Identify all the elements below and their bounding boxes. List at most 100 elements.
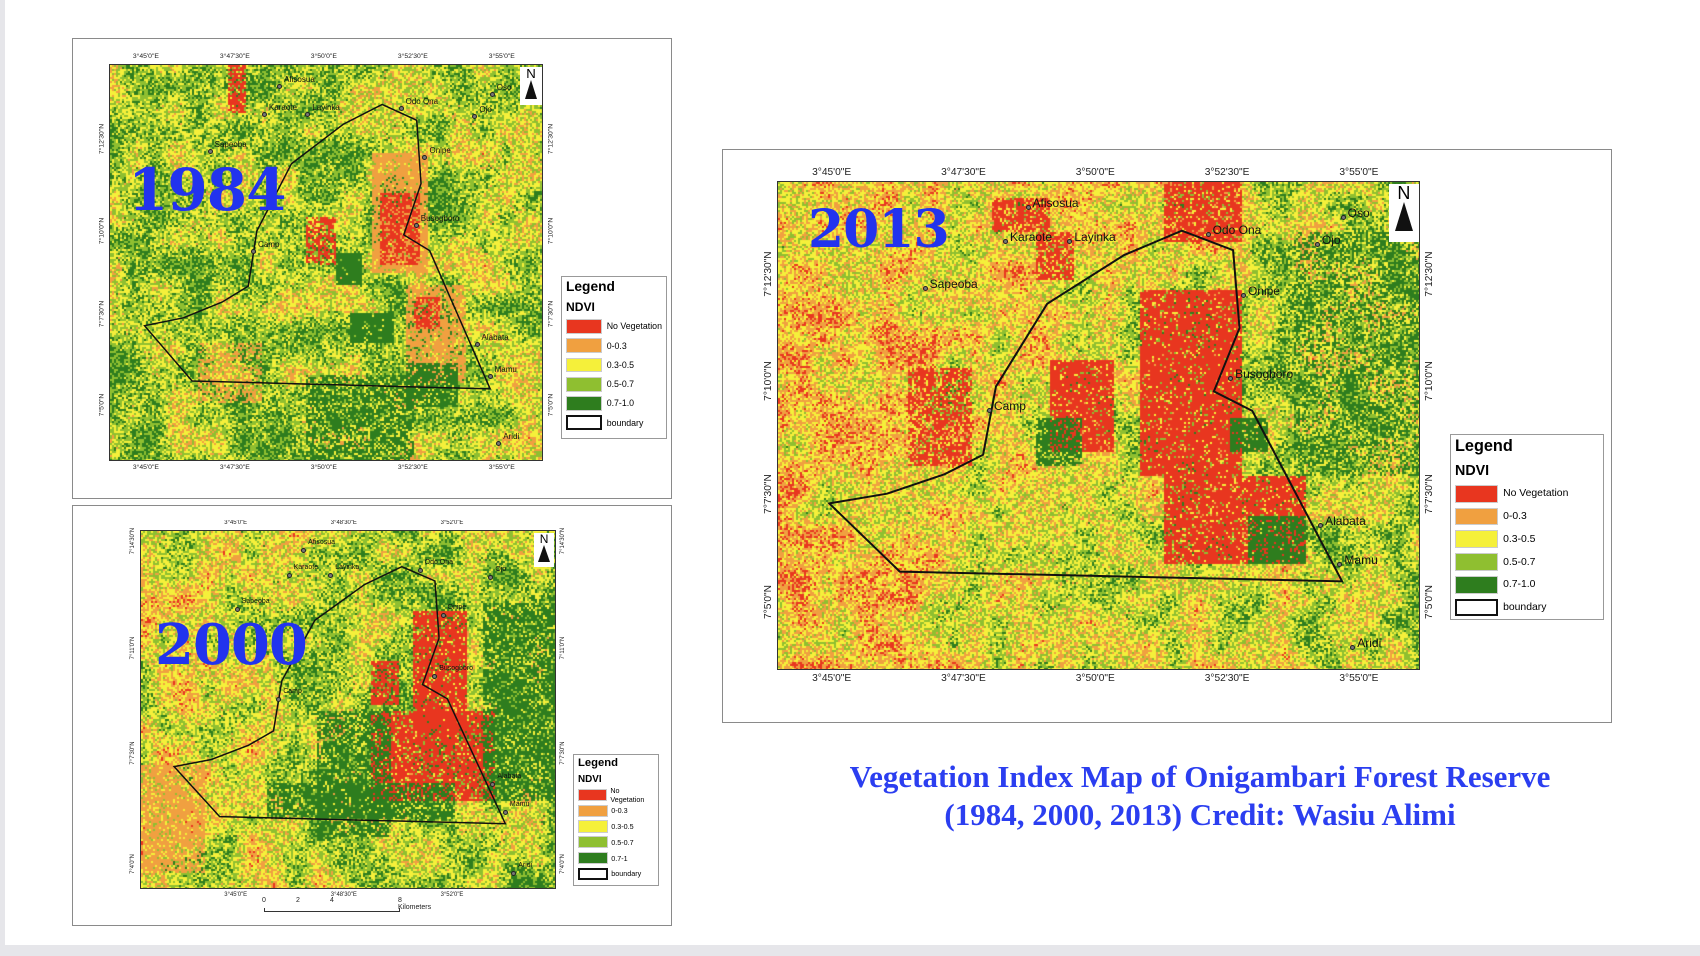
place-marker-icon <box>305 111 311 117</box>
place-marker-icon <box>286 573 292 579</box>
year-label: 2013 <box>808 199 950 260</box>
legend-swatch <box>578 820 608 833</box>
place-name: Mamu <box>1344 552 1378 567</box>
x-tick-top: 3°50'0"E <box>310 53 337 61</box>
place-marker-icon <box>301 548 307 554</box>
map-legend: Legend NDVI No Vegetation 0-0.3 0.3-0.5 0.5-0… <box>561 276 667 439</box>
north-arrow-icon: N <box>534 532 555 567</box>
place-marker-icon <box>496 441 502 447</box>
reserve-boundary <box>145 105 491 389</box>
legend-item: 0.7-1 <box>578 850 654 866</box>
place-marker-icon <box>328 573 334 579</box>
x-tick-bottom: 3°52'30"E <box>397 464 428 471</box>
legend-swatch <box>1455 530 1498 549</box>
place-label: Karaote <box>1003 230 1052 245</box>
boundary-overlay <box>778 182 1419 669</box>
place-label: Odo Ona <box>398 96 439 111</box>
place-label: Camp <box>986 398 1026 413</box>
x-tick-top: 3°47'30"E <box>219 53 250 61</box>
place-label: Camp <box>251 240 279 254</box>
legend-label: 0.7-1.0 <box>1503 579 1536 591</box>
x-tick-bottom: 3°45'0"E <box>224 892 248 898</box>
legend-title: Legend <box>1455 437 1513 455</box>
x-tick-top: 3°47'30"E <box>941 166 986 178</box>
scale-label: 0 <box>262 897 266 904</box>
place-label: Alabata <box>474 333 509 347</box>
ndvi-raster <box>141 531 555 888</box>
legend-label: 0.5-0.7 <box>1503 556 1536 568</box>
legend-swatch <box>566 338 603 354</box>
x-tick-bottom: 3°55'0"E <box>1339 673 1379 684</box>
place-label: Odo Ona <box>417 559 453 573</box>
north-label: N <box>539 532 549 546</box>
place-name: Mamu <box>509 801 530 809</box>
north-arrow-icon: N <box>1388 184 1419 242</box>
place-marker-icon <box>474 341 480 347</box>
place-name: Afisosua <box>284 74 315 84</box>
place-name: Aridi <box>503 432 520 442</box>
place-name: Camp <box>993 398 1026 413</box>
place-name: Aridi <box>1357 636 1382 651</box>
legend-swatch <box>1455 575 1498 594</box>
x-tick-top: 3°55'0"E <box>1339 166 1379 178</box>
place-marker-icon <box>234 607 240 613</box>
legend-item: boundary <box>578 866 654 882</box>
legend-item: 0.3-0.5 <box>1455 528 1599 551</box>
x-tick-bottom: 3°45'0"E <box>132 464 159 471</box>
place-marker-icon <box>1003 239 1009 245</box>
legend-item: 0.7-1.0 <box>1455 573 1599 596</box>
legend-swatch <box>578 851 608 865</box>
x-tick-bottom: 3°50'0"E <box>1075 673 1115 684</box>
north-label: N <box>526 66 536 81</box>
place-name: Busogboro <box>439 664 474 672</box>
place-marker-icon <box>1205 231 1211 237</box>
caption-line-2: (1984, 2000, 2013) Credit: Wasiu Alimi <box>944 797 1456 832</box>
place-label: Mamu <box>1337 552 1378 567</box>
place-name: Odo Ona <box>405 96 439 106</box>
legend-subtitle: NDVI <box>566 299 595 314</box>
year-label: 2000 <box>155 612 308 678</box>
ndvi-raster <box>110 65 542 460</box>
legend-label: No Vegetation <box>1503 488 1569 500</box>
map-panel-1984: Afisosua Karaote Layinka Sapeoba Odo Ona Oso O… <box>72 38 672 499</box>
place-name: Sapeoba <box>214 140 247 150</box>
boundary-overlay <box>110 65 542 460</box>
legend-label: 0.7-1.0 <box>606 398 635 409</box>
ndvi-map: Afisosua Karaote Layinka Sapeoba Odo Ona Ojo O… <box>140 530 556 889</box>
legend-label: No Vegetation <box>606 321 662 332</box>
legend-item: 0.3-0.5 <box>566 355 662 374</box>
legend-label: boundary <box>606 417 644 428</box>
place-label: Onipe <box>422 146 451 161</box>
legend-label: 0.5-0.7 <box>611 837 634 847</box>
legend-label: boundary <box>1503 602 1547 614</box>
place-name: Ojo <box>479 104 492 114</box>
legend-item: 0-0.3 <box>1455 505 1599 528</box>
place-marker-icon <box>398 105 404 111</box>
legend-item: boundary <box>1455 596 1599 619</box>
place-label: Afisosua <box>301 539 335 554</box>
page-edge-bottom <box>0 945 1700 956</box>
x-tick-bottom: 3°48'30"E <box>330 892 357 898</box>
place-label: Mamu <box>502 801 530 816</box>
legend-swatch <box>566 396 603 411</box>
place-label: Onipe <box>1240 284 1280 299</box>
scale-line <box>264 908 400 912</box>
place-label: Mamu <box>487 365 517 379</box>
place-marker-icon <box>1067 239 1073 245</box>
place-label: Afisosua <box>1025 196 1079 210</box>
reserve-boundary <box>174 567 505 824</box>
place-name: Sapeoba <box>241 598 270 606</box>
year-label: 1984 <box>128 156 286 224</box>
place-label: Ojo <box>488 566 506 581</box>
place-marker-icon <box>1318 522 1324 528</box>
x-tick-top: 3°52'0"E <box>440 520 464 527</box>
x-tick-bottom: 3°52'0"E <box>440 892 464 898</box>
place-marker-icon <box>417 567 423 573</box>
place-label: Ojo <box>1314 233 1341 247</box>
legend-label: 0.3-0.5 <box>611 822 634 832</box>
legend-item: No Vegetation <box>1455 482 1599 505</box>
legend-label: 0.3-0.5 <box>1503 533 1536 545</box>
x-tick-top: 3°50'0"E <box>1075 166 1115 178</box>
place-marker-icon <box>432 673 438 679</box>
x-tick-top: 3°45'0"E <box>224 520 248 527</box>
